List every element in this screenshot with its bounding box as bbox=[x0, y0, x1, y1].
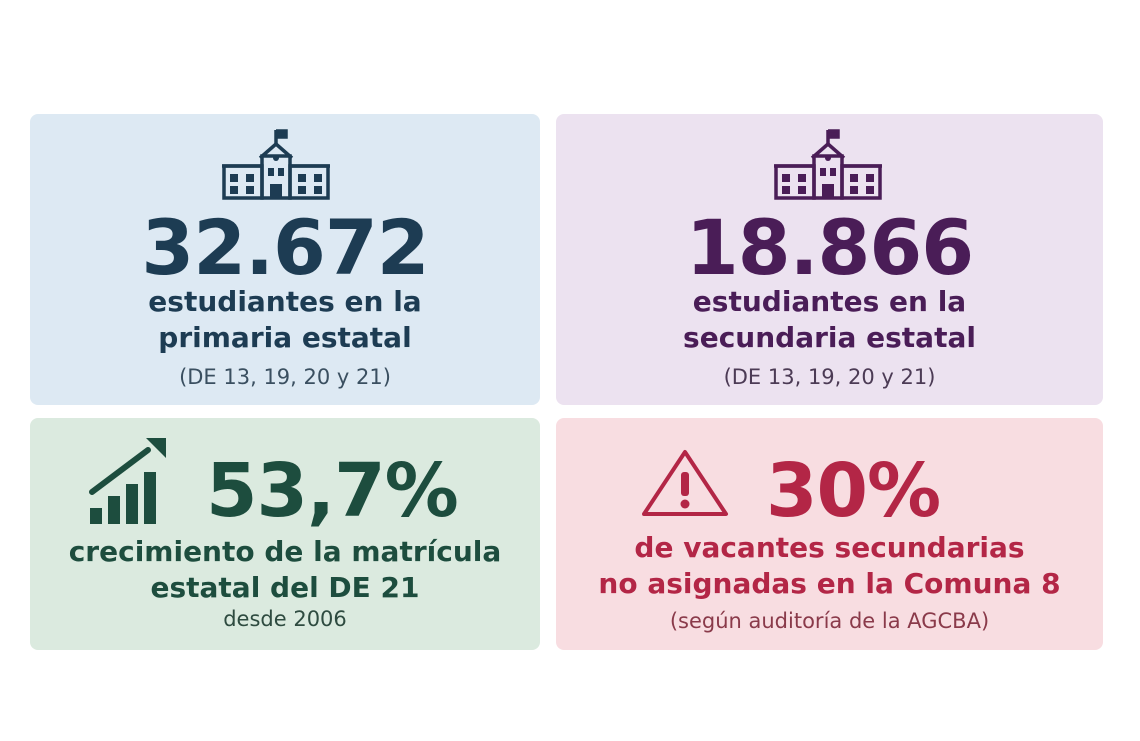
stat-label-line1: estudiantes en la bbox=[148, 285, 422, 318]
stat-note: (DE 13, 19, 20 y 21) bbox=[179, 365, 391, 389]
stat-number: 53,7% bbox=[206, 448, 459, 534]
school-icon bbox=[774, 129, 882, 200]
school-icon bbox=[222, 129, 330, 200]
stat-card-crecimiento: 53,7% crecimiento de la matrícula estata… bbox=[30, 418, 540, 650]
stat-label: estudiantes en la secundaria estatal bbox=[556, 284, 1103, 356]
stat-label-line1: estudiantes en la bbox=[692, 285, 967, 318]
stat-note: desde 2006 bbox=[223, 607, 347, 631]
stat-label: de vacantes secundarias no asignadas en … bbox=[556, 530, 1103, 602]
stat-number: 32.672 bbox=[141, 203, 429, 292]
stat-label-line2: no asignadas en la Comuna 8 bbox=[598, 567, 1061, 600]
stat-number: 30% bbox=[766, 448, 941, 534]
stat-card-vacantes: 30% de vacantes secundarias no asignadas… bbox=[556, 418, 1103, 650]
stat-label-line2: estatal del DE 21 bbox=[150, 571, 420, 604]
warning-icon bbox=[642, 450, 728, 516]
stat-label-line2: primaria estatal bbox=[158, 321, 412, 354]
stat-card-secundaria: 18.866 estudiantes en la secundaria esta… bbox=[556, 114, 1103, 405]
stat-note: (DE 13, 19, 20 y 21) bbox=[723, 365, 936, 389]
stat-label-line1: de vacantes secundarias bbox=[634, 531, 1025, 564]
stat-label-line1: crecimiento de la matrícula bbox=[68, 535, 502, 568]
stat-number: 18.866 bbox=[685, 203, 974, 292]
stat-label-line2: secundaria estatal bbox=[683, 321, 976, 354]
growth-chart-icon bbox=[89, 438, 166, 524]
stat-card-primaria: 32.672 estudiantes en la primaria estata… bbox=[30, 114, 540, 405]
stat-label: crecimiento de la matrícula estatal del … bbox=[30, 534, 540, 606]
stat-label: estudiantes en la primaria estatal bbox=[30, 284, 540, 356]
stat-note: (según auditoría de la AGCBA) bbox=[669, 609, 990, 633]
